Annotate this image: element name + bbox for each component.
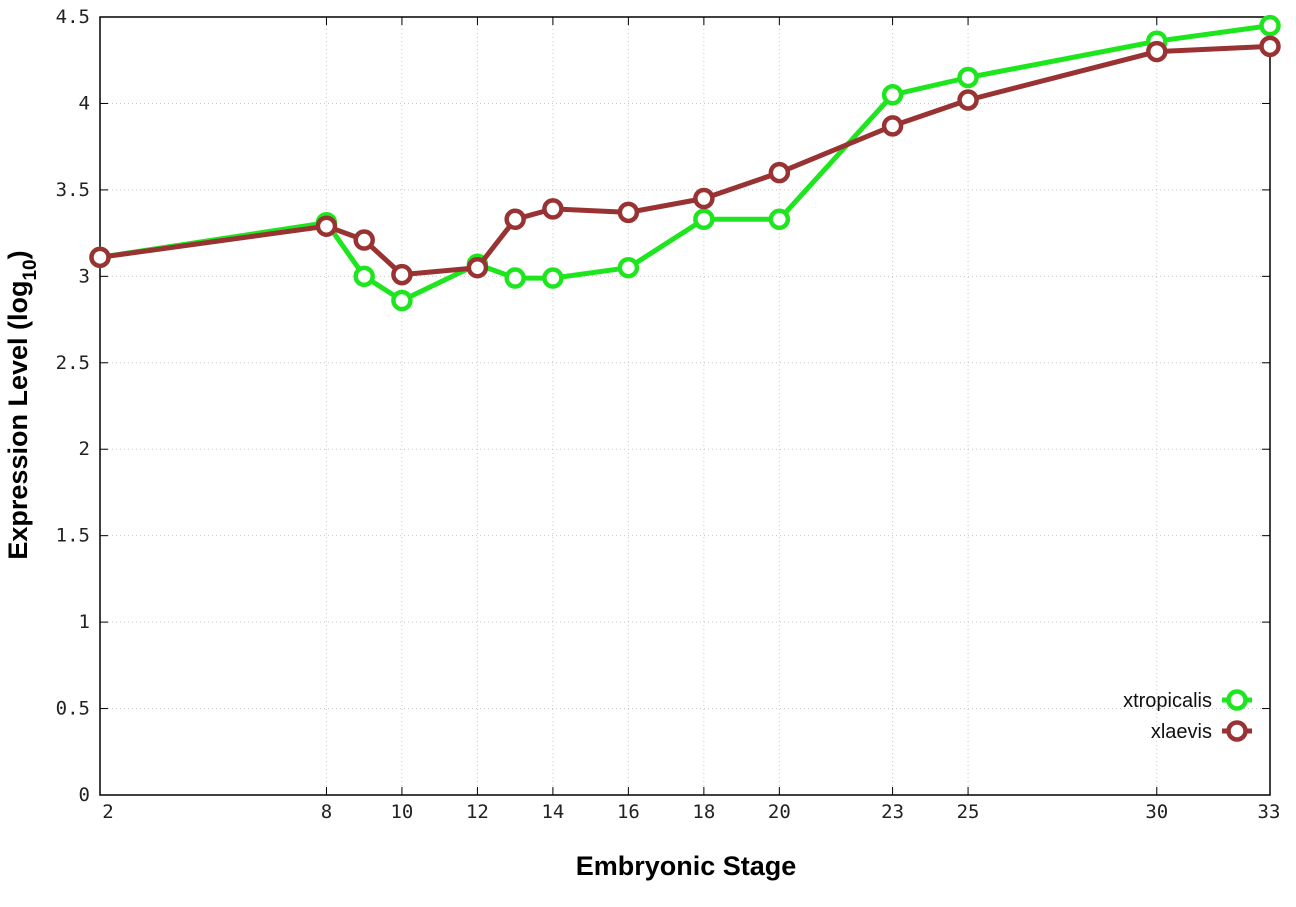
plot-frame bbox=[99, 16, 1271, 796]
data-point-xlaevis bbox=[768, 161, 791, 184]
data-point-xtropicalis bbox=[353, 265, 375, 288]
y-tick-label: 2.5 bbox=[56, 352, 90, 374]
legend-item-xtropicalis: xtropicalis bbox=[1123, 689, 1252, 712]
data-point-xtropicalis bbox=[693, 208, 715, 231]
legend-marker-swatch bbox=[1226, 689, 1248, 711]
legend-item-xlaevis: xlaevis bbox=[1151, 720, 1252, 743]
data-point-xtropicalis bbox=[542, 267, 564, 289]
y-axis-title-main: Expression Level (log bbox=[3, 281, 33, 560]
y-tick-label: 0 bbox=[79, 784, 90, 806]
x-tick-label: 20 bbox=[768, 801, 791, 823]
legend-marker-swatch bbox=[1226, 720, 1248, 742]
data-point-xlaevis bbox=[1259, 35, 1281, 58]
data-point-xlaevis bbox=[881, 115, 904, 137]
legend: xtropicalis xlaevis bbox=[1123, 689, 1252, 743]
axis-ticks: 0 0.5 1 1.5 2 2.5 3 3.5 4 4.5 2 8 10 12 14 16 18 20 23 25 30… bbox=[56, 6, 1281, 823]
data-point-xtropicalis bbox=[504, 267, 526, 289]
series-xlaevis bbox=[89, 35, 1281, 286]
x-tick-label: 10 bbox=[390, 801, 413, 823]
data-point-xtropicalis bbox=[617, 256, 640, 279]
legend-label: xtropicalis bbox=[1123, 690, 1212, 712]
y-axis-title-subscript: 10 bbox=[20, 259, 41, 280]
grid-lines bbox=[100, 17, 1270, 795]
y-tick-label: 1 bbox=[79, 611, 90, 633]
x-tick-label: 12 bbox=[466, 801, 489, 823]
y-tick-label: 3 bbox=[79, 265, 90, 287]
x-tick-label: 14 bbox=[541, 801, 564, 823]
data-point-xtropicalis bbox=[881, 84, 904, 106]
data-point-xtropicalis bbox=[768, 208, 791, 231]
x-axis-title: Embryonic Stage bbox=[576, 851, 797, 881]
series-line-xlaevis bbox=[99, 43, 1271, 278]
data-point-xlaevis bbox=[693, 187, 715, 210]
data-point-xlaevis bbox=[391, 263, 413, 286]
series-xtropicalis bbox=[89, 14, 1281, 312]
y-tick-label: 0.5 bbox=[56, 698, 90, 720]
data-point-xtropicalis bbox=[957, 66, 979, 89]
data-point-xlaevis bbox=[353, 229, 375, 251]
y-tick-label: 3.5 bbox=[56, 179, 90, 201]
data-point-xlaevis bbox=[504, 208, 526, 231]
y-tick-label: 4 bbox=[79, 92, 90, 114]
y-tick-label: 4.5 bbox=[56, 6, 90, 28]
series-layer bbox=[89, 14, 1281, 312]
y-axis-title-close: ) bbox=[3, 250, 33, 259]
x-tick-label: 23 bbox=[881, 801, 904, 823]
data-point-xlaevis bbox=[1146, 40, 1168, 63]
data-point-xlaevis bbox=[89, 246, 111, 269]
x-tick-label: 25 bbox=[957, 801, 980, 823]
y-tick-label: 2 bbox=[79, 438, 90, 460]
x-tick-label: 33 bbox=[1258, 801, 1281, 823]
data-point-xlaevis bbox=[315, 215, 338, 237]
y-tick-label: 1.5 bbox=[56, 525, 90, 547]
x-tick-label: 30 bbox=[1145, 801, 1168, 823]
data-point-xtropicalis bbox=[391, 289, 413, 312]
x-tick-label: 2 bbox=[102, 801, 113, 823]
data-point-xlaevis bbox=[957, 89, 979, 111]
x-tick-label: 16 bbox=[617, 801, 640, 823]
legend-label: xlaevis bbox=[1151, 721, 1212, 743]
data-point-xlaevis bbox=[617, 201, 640, 224]
y-axis-title: Expression Level (log10) bbox=[3, 250, 41, 559]
data-point-xlaevis bbox=[466, 256, 489, 279]
x-tick-label: 18 bbox=[692, 801, 715, 823]
x-tick-label: 8 bbox=[321, 801, 332, 823]
data-point-xtropicalis bbox=[1259, 14, 1281, 37]
data-point-xlaevis bbox=[542, 198, 564, 220]
